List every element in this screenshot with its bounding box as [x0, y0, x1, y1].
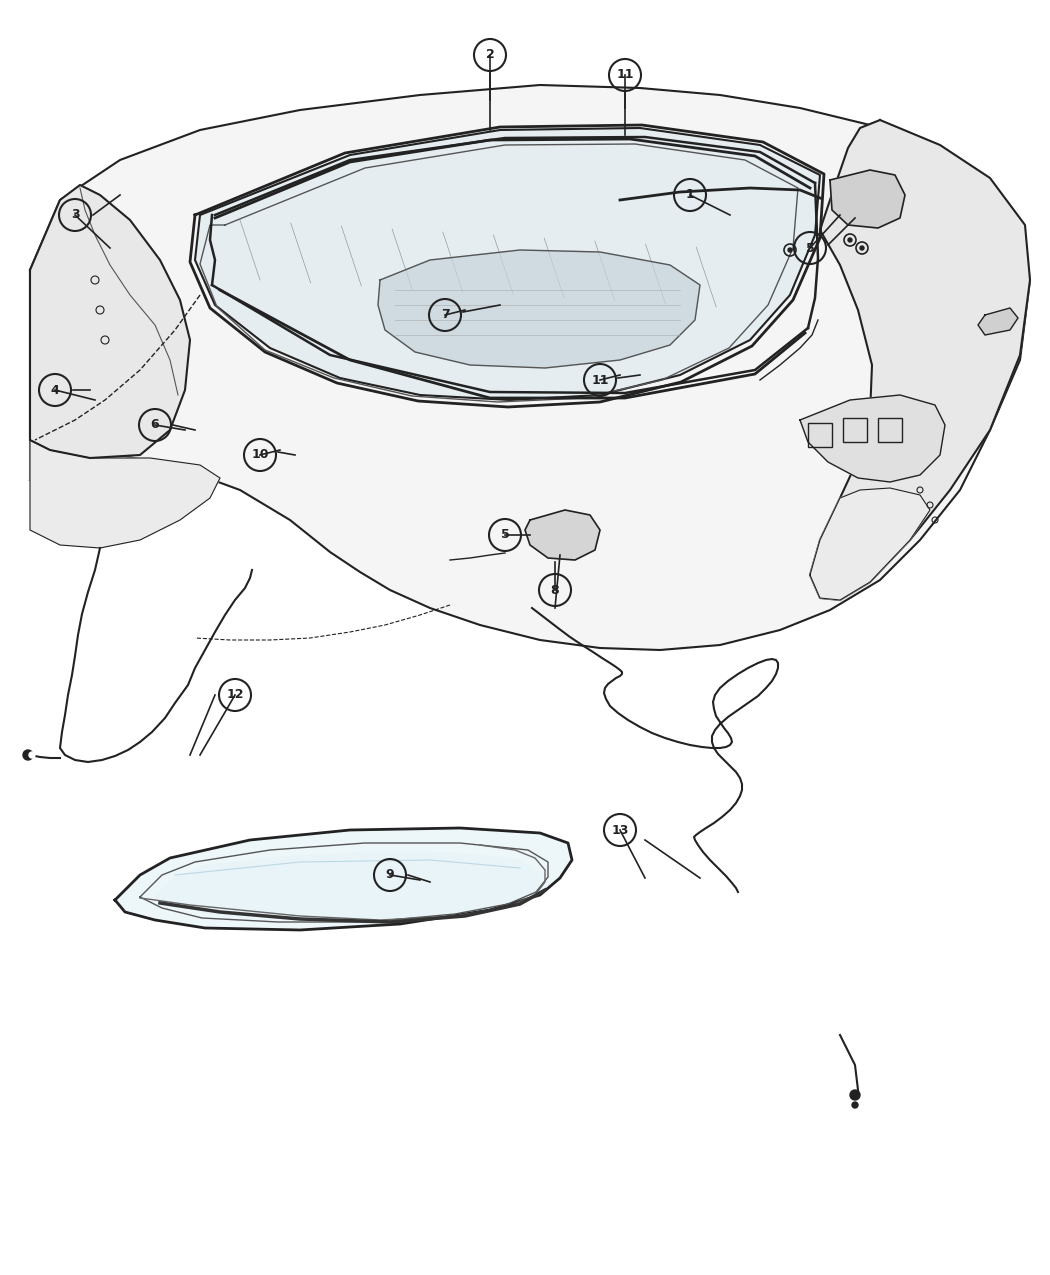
Text: 13: 13 [611, 824, 629, 836]
Text: 11: 11 [616, 69, 634, 82]
Circle shape [848, 238, 852, 242]
Bar [843, 418, 867, 442]
Polygon shape [830, 170, 905, 228]
Polygon shape [155, 852, 540, 918]
Text: 1: 1 [686, 189, 694, 201]
Text: 8: 8 [550, 584, 560, 597]
Text: 11: 11 [591, 374, 609, 386]
Text: 12: 12 [226, 688, 244, 701]
Polygon shape [978, 309, 1018, 335]
Circle shape [23, 750, 33, 760]
Circle shape [860, 246, 864, 250]
Text: 3: 3 [70, 209, 80, 222]
Polygon shape [800, 395, 945, 482]
Polygon shape [810, 120, 1030, 601]
Polygon shape [378, 250, 700, 368]
Polygon shape [810, 488, 930, 601]
Circle shape [29, 752, 35, 759]
Text: 5: 5 [805, 241, 815, 255]
Text: 4: 4 [50, 384, 60, 397]
Text: 5: 5 [501, 529, 509, 542]
Polygon shape [30, 85, 1030, 650]
Bar [808, 423, 832, 448]
Text: 10: 10 [251, 449, 269, 462]
Text: 7: 7 [441, 309, 449, 321]
Polygon shape [30, 185, 190, 458]
Text: 6: 6 [151, 418, 160, 431]
Polygon shape [30, 440, 220, 548]
Text: 2: 2 [485, 48, 495, 61]
Circle shape [850, 1090, 860, 1100]
Polygon shape [525, 510, 600, 560]
Bar [878, 418, 902, 442]
Text: 9: 9 [385, 868, 395, 881]
Circle shape [788, 249, 792, 252]
Polygon shape [195, 128, 820, 400]
Polygon shape [116, 827, 572, 929]
Circle shape [852, 1102, 858, 1108]
